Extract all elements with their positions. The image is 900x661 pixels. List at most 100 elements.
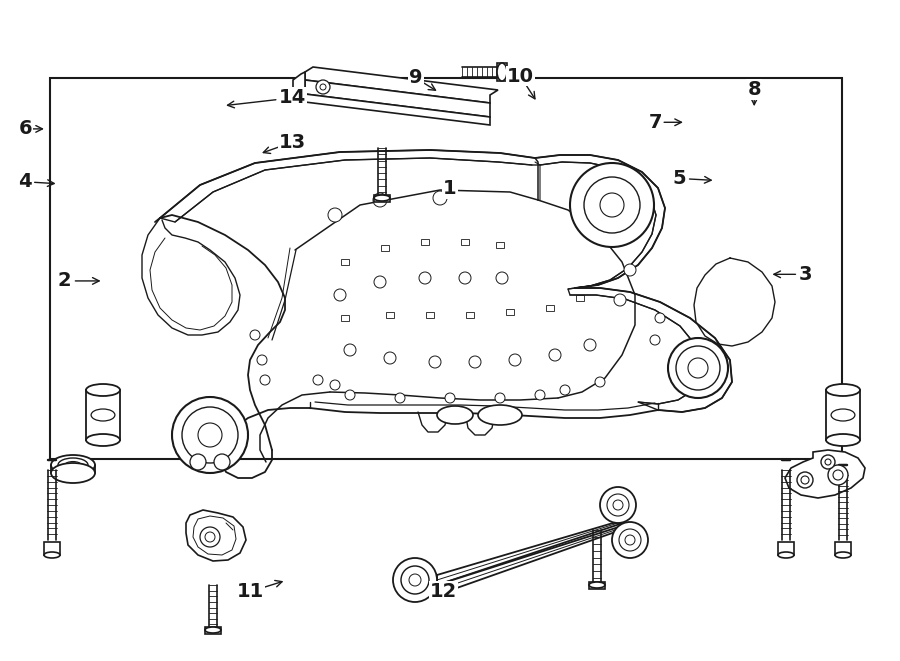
Polygon shape	[437, 523, 623, 585]
Bar	[386, 312, 394, 318]
Circle shape	[828, 465, 848, 485]
Circle shape	[384, 352, 396, 364]
Circle shape	[334, 289, 346, 301]
Circle shape	[419, 272, 431, 284]
Ellipse shape	[51, 463, 95, 483]
Circle shape	[200, 527, 220, 547]
Circle shape	[584, 339, 596, 351]
Bar	[496, 242, 504, 248]
Polygon shape	[305, 94, 490, 125]
Circle shape	[668, 338, 728, 398]
Bar	[341, 259, 349, 265]
Polygon shape	[589, 582, 605, 589]
Circle shape	[600, 193, 624, 217]
Ellipse shape	[44, 552, 60, 558]
Circle shape	[625, 535, 635, 545]
Circle shape	[401, 566, 429, 594]
Circle shape	[205, 532, 215, 542]
Bar	[50, 78, 842, 459]
Ellipse shape	[51, 455, 95, 475]
Circle shape	[330, 380, 340, 390]
Circle shape	[676, 346, 720, 390]
Text: 7: 7	[648, 113, 662, 132]
Polygon shape	[305, 67, 498, 103]
Polygon shape	[437, 525, 635, 595]
Polygon shape	[205, 627, 221, 634]
Circle shape	[459, 272, 471, 284]
Circle shape	[801, 476, 809, 484]
Bar	[341, 315, 349, 321]
Circle shape	[595, 377, 605, 387]
Ellipse shape	[86, 384, 120, 396]
Bar	[461, 239, 469, 245]
Circle shape	[445, 393, 455, 403]
Text: 8: 8	[747, 80, 761, 98]
Circle shape	[613, 500, 623, 510]
Circle shape	[612, 522, 648, 558]
Circle shape	[797, 472, 813, 488]
Text: 13: 13	[279, 133, 306, 151]
Text: 9: 9	[409, 69, 423, 87]
Ellipse shape	[778, 552, 794, 558]
Circle shape	[260, 375, 270, 385]
Text: 3: 3	[799, 265, 812, 284]
Text: 1: 1	[443, 179, 457, 198]
Polygon shape	[785, 450, 865, 498]
Circle shape	[570, 163, 654, 247]
Circle shape	[825, 459, 831, 465]
Ellipse shape	[91, 409, 115, 421]
Ellipse shape	[374, 195, 390, 201]
Polygon shape	[293, 72, 305, 102]
Circle shape	[433, 191, 447, 205]
Circle shape	[257, 355, 267, 365]
Circle shape	[393, 558, 437, 602]
Ellipse shape	[58, 458, 88, 472]
Circle shape	[560, 385, 570, 395]
Circle shape	[198, 423, 222, 447]
Bar	[546, 305, 554, 311]
Ellipse shape	[65, 461, 81, 469]
Circle shape	[429, 356, 441, 368]
Ellipse shape	[589, 582, 605, 588]
Ellipse shape	[831, 409, 855, 421]
Circle shape	[600, 487, 636, 523]
Circle shape	[250, 330, 260, 340]
Ellipse shape	[86, 434, 120, 446]
Ellipse shape	[826, 384, 860, 396]
Circle shape	[688, 358, 708, 378]
Circle shape	[535, 390, 545, 400]
Circle shape	[374, 276, 386, 288]
Ellipse shape	[826, 434, 860, 446]
Circle shape	[313, 375, 323, 385]
Polygon shape	[44, 542, 60, 555]
Circle shape	[650, 335, 660, 345]
Polygon shape	[160, 150, 732, 412]
Circle shape	[607, 494, 629, 516]
Bar	[506, 309, 514, 315]
Text: 4: 4	[18, 173, 32, 191]
Bar	[576, 295, 584, 301]
Circle shape	[584, 177, 640, 233]
Circle shape	[624, 264, 636, 276]
Text: 11: 11	[237, 582, 264, 601]
Circle shape	[182, 407, 238, 463]
Circle shape	[821, 455, 835, 469]
Circle shape	[655, 313, 665, 323]
Circle shape	[320, 84, 326, 90]
Polygon shape	[497, 63, 507, 81]
Polygon shape	[778, 542, 794, 555]
Circle shape	[395, 393, 405, 403]
Polygon shape	[186, 510, 246, 561]
Bar	[466, 312, 474, 318]
Bar	[826, 390, 860, 440]
Ellipse shape	[835, 552, 851, 558]
Circle shape	[619, 529, 641, 551]
Text: 2: 2	[58, 272, 72, 290]
Ellipse shape	[478, 405, 522, 425]
Ellipse shape	[205, 627, 221, 633]
Polygon shape	[374, 195, 390, 202]
Polygon shape	[835, 542, 851, 555]
Circle shape	[214, 454, 230, 470]
Bar	[381, 245, 389, 251]
Circle shape	[496, 272, 508, 284]
